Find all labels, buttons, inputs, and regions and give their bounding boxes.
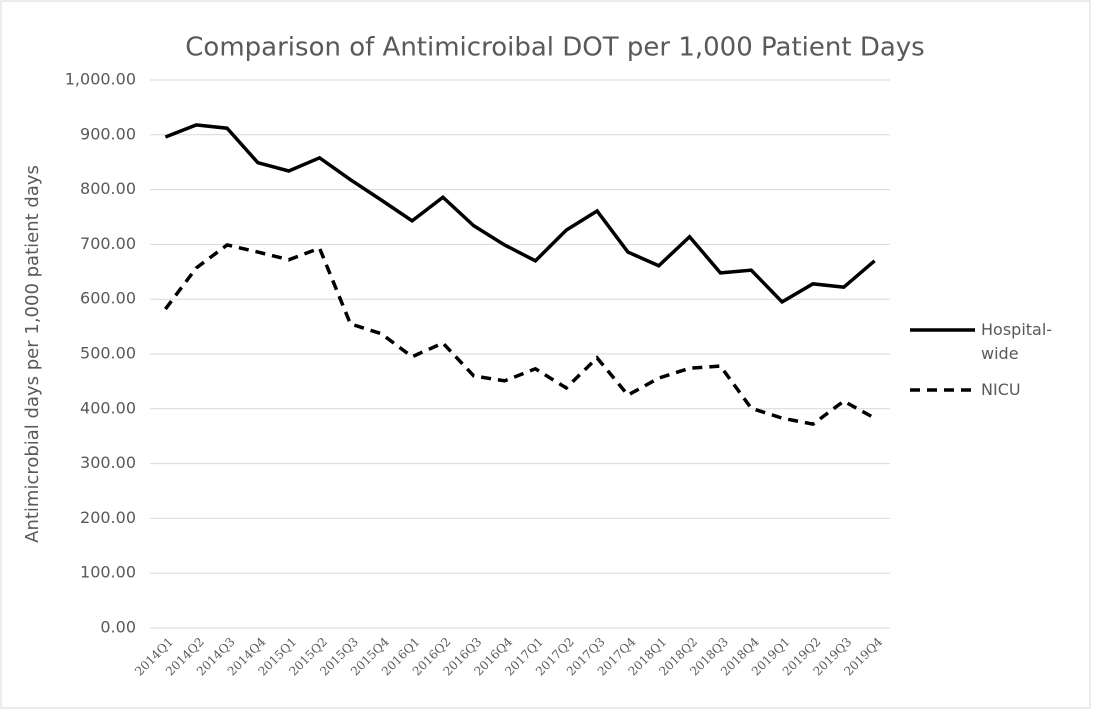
y-tick-label: 400.00 (80, 398, 136, 417)
y-tick-label: 600.00 (80, 289, 136, 308)
series-line (164, 123, 876, 305)
y-axis-label: Antimicrobial days per 1,000 patient day… (22, 165, 43, 543)
y-tick-label: 900.00 (80, 124, 136, 143)
y-tick-label: 700.00 (80, 234, 136, 253)
legend-label: NICU (981, 380, 1021, 399)
series-line (164, 243, 876, 427)
y-tick-label: 300.00 (80, 453, 136, 472)
y-tick-label: 1,000.00 (65, 70, 136, 89)
y-tick-label: 500.00 (80, 344, 136, 363)
y-tick-label: 0.00 (100, 618, 136, 637)
y-tick-label: 200.00 (80, 508, 136, 527)
chart-title: Comparison of Antimicroibal DOT per 1,00… (185, 33, 924, 63)
y-tick-label: 100.00 (80, 563, 136, 582)
y-tick-label: 800.00 (80, 179, 136, 198)
legend-label: Hospital-wide (981, 320, 1053, 363)
